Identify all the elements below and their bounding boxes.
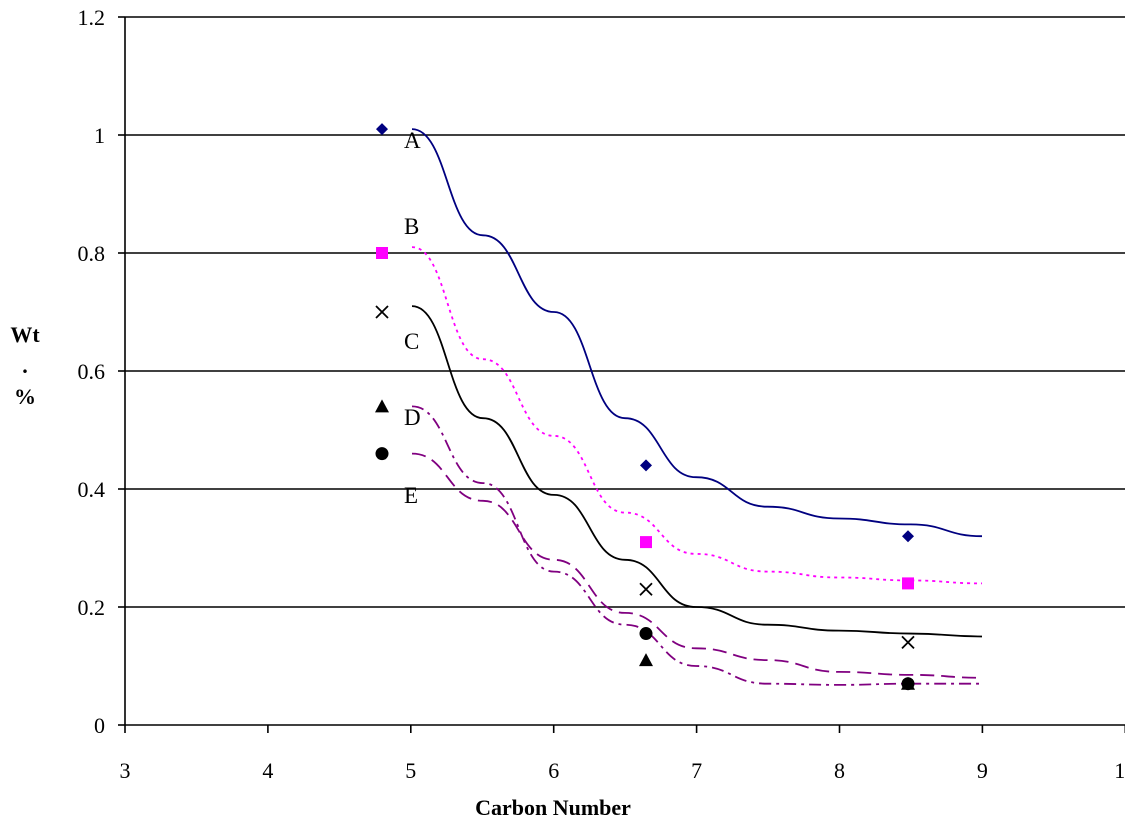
x-tick-label: 8 <box>834 758 845 783</box>
y-tick-label: 0.6 <box>78 359 106 384</box>
series-label-E: E <box>404 483 418 508</box>
y-axis-title: Wt.% <box>10 322 40 409</box>
marker-C-7-stroke-b <box>639 582 653 596</box>
marker-A-7 <box>640 459 652 472</box>
marker-E-9 <box>901 677 915 691</box>
y-tick-label: 0 <box>94 713 105 738</box>
marker-C-7 <box>639 582 653 596</box>
series-label-B: B <box>404 214 419 239</box>
trend-line-C <box>411 305 983 638</box>
series-label-C: C <box>404 329 419 354</box>
x-tick-label: 6 <box>548 758 559 783</box>
x-tick-label: 9 <box>977 758 988 783</box>
marker-B-7 <box>640 536 652 549</box>
trend-line-D <box>411 405 982 686</box>
y-tick-label: 0.2 <box>78 595 106 620</box>
series-labels: A B C D E <box>404 128 421 508</box>
marker-A-5 <box>376 123 388 136</box>
y-tick-label: 1.2 <box>78 5 106 30</box>
x-tick-label: 3 <box>120 758 131 783</box>
data-markers <box>375 123 915 691</box>
y-tick-label: 0.4 <box>78 477 106 502</box>
y-tick-label: 0.8 <box>78 241 106 266</box>
trend-line-E <box>411 452 983 679</box>
axes <box>118 16 1125 733</box>
marker-D-7 <box>639 653 653 667</box>
trend-lines <box>411 128 983 686</box>
x-tick-label: 7 <box>691 758 702 783</box>
y-axis-title-line: % <box>14 384 36 409</box>
marker-C-5 <box>375 305 389 319</box>
trend-line-A <box>411 128 983 538</box>
marker-E-7 <box>639 627 653 641</box>
marker-D-5 <box>375 399 389 413</box>
marker-C-5-stroke-b <box>375 305 389 319</box>
x-tick-label: 5 <box>405 758 416 783</box>
marker-A-9 <box>902 530 914 543</box>
marker-B-9 <box>902 577 914 590</box>
y-axis-title-line: . <box>22 353 28 378</box>
marker-C-9-stroke-b <box>901 635 915 650</box>
x-axis-title: Carbon Number <box>475 795 631 820</box>
grid-lines <box>125 16 1125 608</box>
x-tick-label: 10 <box>1114 758 1125 783</box>
trend-line-B <box>411 246 983 585</box>
y-tick-label: 1 <box>94 123 105 148</box>
series-label-D: D <box>404 405 421 430</box>
marker-C-9 <box>901 635 915 650</box>
x-tick-label: 4 <box>262 758 273 783</box>
marker-E-5 <box>375 447 389 461</box>
marker-B-5 <box>376 247 388 259</box>
tick-labels: 0 0.2 0.4 0.6 0.8 1 1.2 3 4 5 6 7 8 9 10 <box>78 5 1125 783</box>
series-label-A: A <box>404 128 421 153</box>
y-axis-title-line: Wt <box>10 322 40 347</box>
